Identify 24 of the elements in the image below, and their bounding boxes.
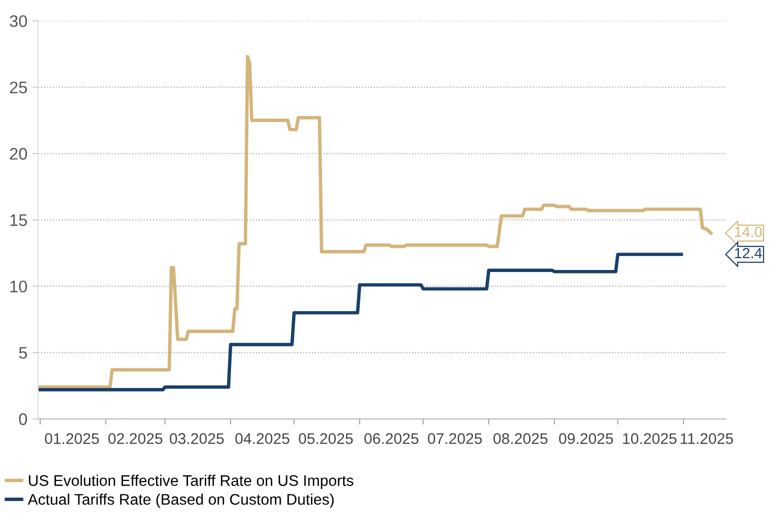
x-tick-label: 10.2025 [623, 433, 677, 444]
legend-label: US Evolution Effective Tariff Rate on US Imports [28, 474, 354, 489]
y-tick-label: 5 [19, 347, 27, 359]
y-tick-label: 15 [10, 214, 27, 226]
x-tick-label: 02.2025 [108, 433, 162, 444]
x-tick-label: 05.2025 [298, 433, 353, 444]
y-tick-label: 30 [10, 15, 28, 28]
y-tick-label: 20 [10, 148, 28, 160]
text: 14.0 [735, 226, 762, 238]
x-tick-label: 04.2025 [235, 433, 290, 444]
x-tick-label: 08.2025 [493, 433, 548, 444]
text: 12.4 [735, 248, 762, 258]
line-series [38, 252, 683, 392]
y-tick-label: 10 [10, 280, 28, 292]
x-tick-label: 03.2025 [170, 433, 224, 444]
x-tick-label: 01.2025 [44, 433, 99, 444]
x-tick-label: 11.2025 [680, 433, 734, 444]
x-tick-label: 07.2025 [428, 433, 482, 444]
y-tick-label: 25 [10, 82, 27, 94]
x-tick-label: 06.2025 [364, 433, 418, 444]
legend-label: Actual Tariffs Rate (Based on Custom Duties) [28, 494, 334, 508]
x-tick-label: 09.2025 [559, 433, 614, 444]
line-series [38, 54, 713, 389]
y-tick-label: 0 [19, 413, 28, 426]
